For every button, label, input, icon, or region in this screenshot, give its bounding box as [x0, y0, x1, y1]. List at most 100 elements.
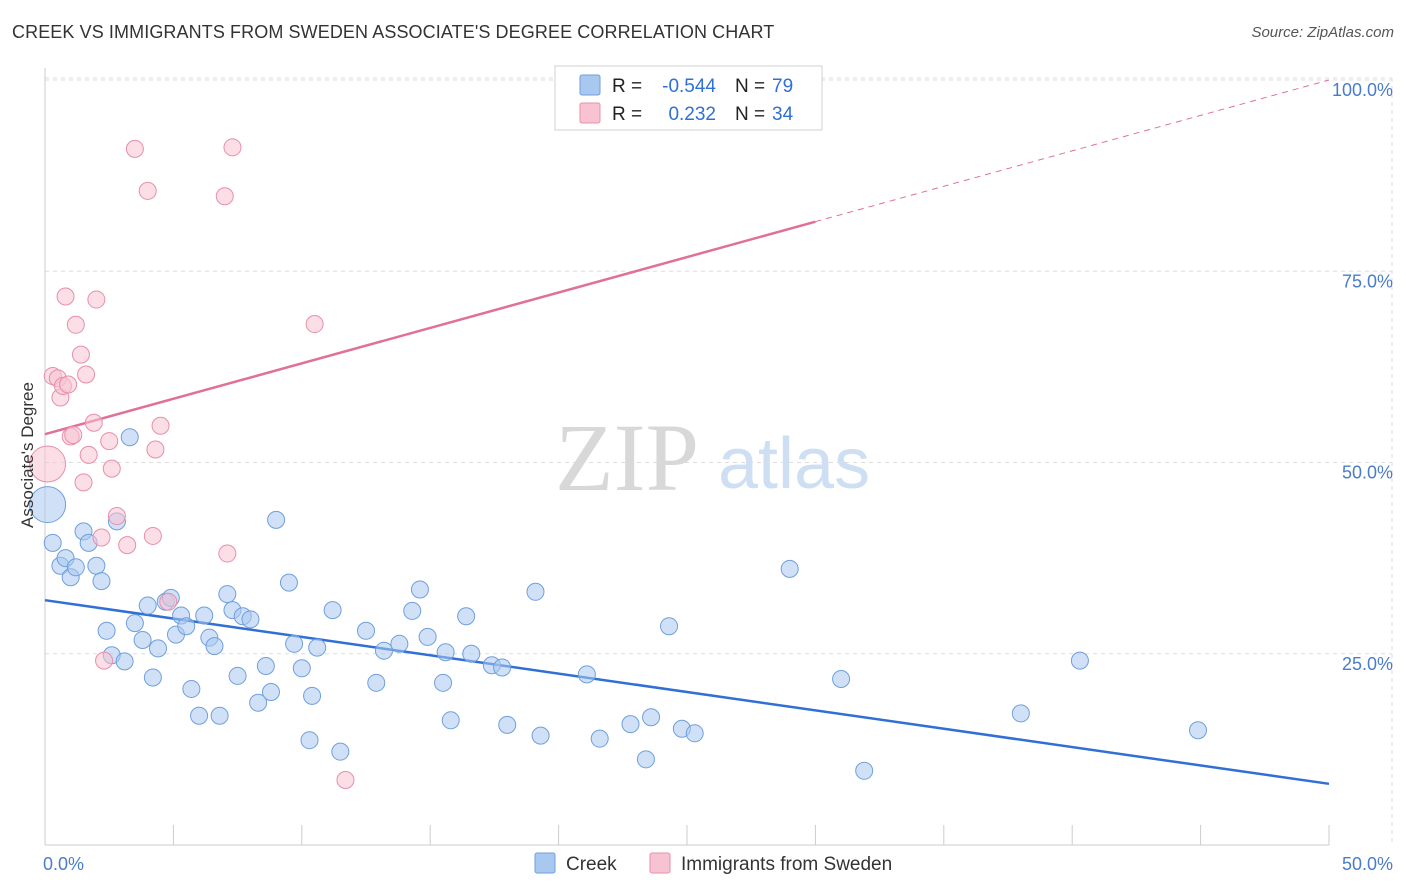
creek-point — [261, 683, 280, 701]
x-tick-label-max: 50.0% — [1342, 854, 1393, 874]
creek-point — [357, 621, 375, 640]
creek-point — [133, 630, 152, 649]
tick-labels: 25.0% 50.0% 75.0% 100.0% 0.0% 50.0% — [43, 80, 1393, 874]
sweden-point — [336, 770, 355, 789]
sweden-point — [95, 651, 114, 670]
creek-point — [125, 614, 144, 633]
creek-point — [331, 742, 350, 761]
creek-point — [498, 715, 517, 734]
creek-point — [205, 637, 224, 656]
creek-point — [780, 559, 799, 578]
chart-title: CREEK VS IMMIGRANTS FROM SWEDEN ASSOCIAT… — [12, 22, 775, 42]
creek-point — [279, 573, 298, 592]
creek-point — [120, 428, 139, 447]
creek-point — [300, 731, 319, 750]
creek-point — [249, 693, 268, 712]
creek-point — [148, 639, 167, 658]
creek-point — [457, 607, 476, 626]
sweden-point — [151, 416, 170, 435]
creek-point — [210, 706, 229, 725]
creek-point — [190, 706, 209, 725]
creek-point — [832, 669, 851, 688]
trend-line-creek — [44, 598, 1330, 786]
sweden-point — [102, 459, 121, 478]
creek-point — [29, 486, 67, 524]
creek-point — [526, 582, 545, 601]
creek-point — [66, 558, 85, 577]
creek-point — [410, 580, 429, 599]
creek-point — [642, 708, 661, 727]
sweden-point — [305, 315, 324, 334]
creek-point — [1189, 721, 1208, 740]
sweden-point — [223, 138, 242, 157]
bottom-legend-swatch-sweden — [649, 852, 671, 874]
sweden-point — [59, 375, 78, 394]
sweden-point — [146, 440, 165, 459]
creek-point — [621, 715, 640, 734]
trend-line-extension — [815, 79, 1330, 223]
legend-swatch-sweden — [579, 102, 601, 124]
watermark-zip: ZIP — [555, 404, 699, 511]
sweden-point — [125, 139, 144, 158]
creek-point — [228, 666, 247, 685]
legend-r-value-creek: -0.544 — [662, 76, 716, 97]
creek-point — [292, 659, 311, 678]
legend-r-value-sweden: 0.232 — [668, 104, 716, 125]
creek-point — [418, 627, 437, 646]
bottom-legend-label-sweden: Immigrants from Sweden — [681, 854, 892, 875]
creek-point — [436, 643, 455, 662]
legend-n-label-sweden: N = — [735, 104, 765, 125]
legend-swatch-creek — [579, 74, 601, 96]
creek-point — [374, 641, 393, 660]
creek-point — [285, 634, 304, 653]
sweden-point — [92, 528, 111, 547]
creek-point — [462, 644, 481, 663]
creek-point — [403, 601, 422, 620]
creek-point — [441, 711, 460, 730]
trend-line-sweden — [44, 220, 816, 436]
sweden-point — [118, 536, 137, 555]
sweden-point — [71, 345, 90, 364]
creek-point — [87, 556, 106, 575]
creek-point — [143, 668, 162, 687]
creek-point — [590, 729, 609, 748]
creek-point — [97, 621, 116, 640]
creek-point — [195, 606, 214, 625]
source-label: Source: ZipAtlas.com — [1251, 24, 1394, 41]
sweden-point — [74, 473, 93, 492]
sweden-point — [215, 187, 234, 206]
sweden-point — [79, 445, 98, 464]
sweden-point — [87, 290, 106, 309]
creek-point — [256, 656, 275, 675]
creek-point — [138, 596, 157, 615]
sweden-point — [138, 181, 157, 200]
sweden-point — [218, 544, 237, 563]
creek-point — [367, 673, 386, 692]
creek-point — [303, 686, 322, 705]
creek-point — [241, 610, 260, 629]
y-tick-label: 50.0% — [1342, 463, 1393, 483]
trend-lines — [44, 79, 1330, 786]
sweden-point — [64, 425, 83, 444]
creek-point — [636, 750, 655, 769]
creek-point — [434, 673, 453, 692]
creek-point — [390, 634, 409, 653]
creek-point — [267, 510, 286, 529]
sweden-point — [77, 365, 96, 384]
sweden-point — [143, 526, 162, 545]
legend-n-label-creek: N = — [735, 76, 765, 97]
y-tick-label: 100.0% — [1332, 80, 1393, 100]
correlation-legend: R = -0.544 N = 79 R = 0.232 N = 34 — [554, 65, 823, 131]
sweden-point — [84, 413, 103, 432]
data-points — [29, 67, 1208, 789]
sweden-point — [159, 592, 178, 611]
y-axis-title: Associate's Degree — [18, 382, 37, 528]
creek-point — [855, 761, 874, 780]
creek-point — [577, 665, 596, 684]
creek-point — [115, 652, 134, 671]
sweden-point — [66, 315, 85, 334]
watermark: ZIP atlas — [555, 404, 870, 511]
x-tick-label-min: 0.0% — [43, 854, 84, 874]
bottom-legend-swatch-creek — [534, 852, 556, 874]
